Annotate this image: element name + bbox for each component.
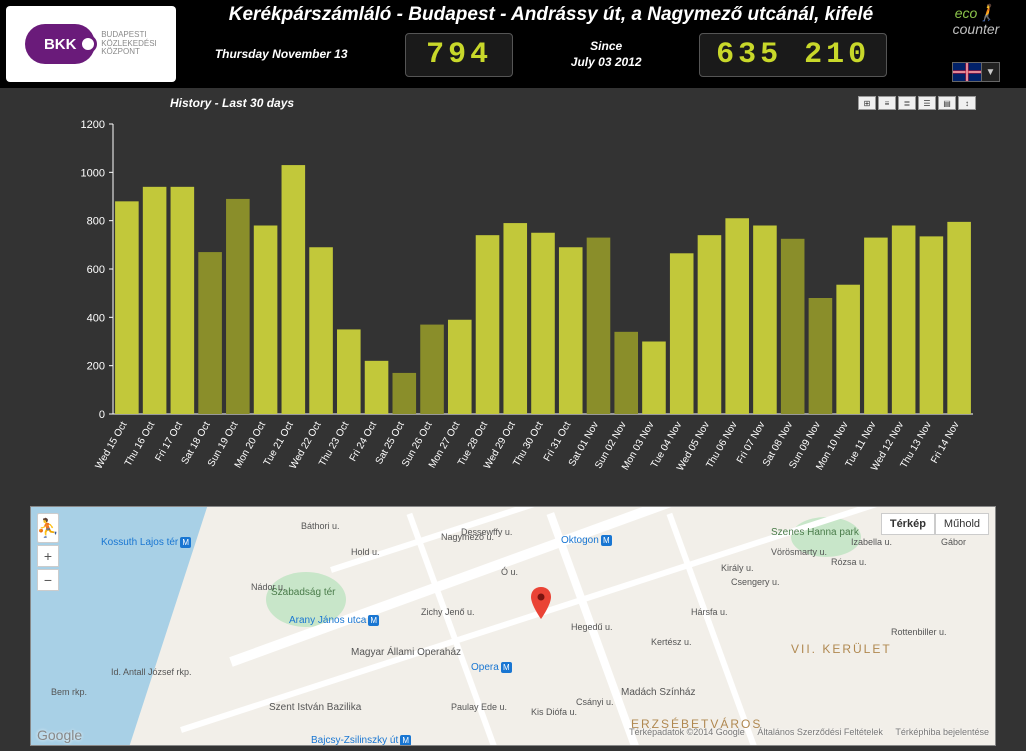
map-place-label: Id. Antall József rkp. [111, 667, 192, 677]
metro-station-label: Arany János utcaM [289, 615, 379, 626]
chart-tool-button[interactable]: ≡ [878, 96, 896, 110]
metro-icon: M [368, 615, 379, 626]
metro-icon: M [501, 662, 512, 673]
map-place-label: Zichy Jenő u. [421, 607, 475, 617]
map-place-label: Hársfa u. [691, 607, 728, 617]
chart-header: History - Last 30 days ⊞≡≣☰▤↕ [40, 96, 986, 114]
header-bar: BKK BUDAPESTI KÖZLEKEDÉSI KÖZPONT Kerékp… [0, 0, 1026, 88]
svg-text:1000: 1000 [81, 167, 105, 179]
since-label: Since July 03 2012 [571, 39, 642, 70]
map-place-label: Szent István Bazilika [269, 702, 361, 713]
svg-text:800: 800 [87, 216, 105, 228]
total-counter: 635 210 [699, 33, 887, 77]
map-attribution: Térképadatok ©2014 Google Általános Szer… [619, 727, 989, 743]
svg-text:Fri 31 Oct: Fri 31 Oct [542, 420, 574, 464]
map-place-label: Madách Színház [621, 687, 696, 698]
svg-text:600: 600 [87, 264, 105, 276]
metro-station-label: OperaM [471, 662, 512, 673]
counters-row: Thursday November 13 794 Since July 03 2… [176, 28, 926, 88]
today-counter: 794 [405, 33, 513, 77]
eco-counter-logo: eco🚶 counter [953, 6, 1000, 36]
svg-text:200: 200 [87, 361, 105, 373]
logo-pill: BKK [25, 24, 95, 64]
svg-text:Fri 14 Nov: Fri 14 Nov [929, 420, 962, 465]
map-place-label: Ó u. [501, 567, 518, 577]
logo-subtext: BUDAPESTI KÖZLEKEDÉSI KÖZPONT [101, 31, 157, 57]
map-place-label: Gábor [941, 537, 966, 547]
header-right: eco🚶 counter ▼ [926, 0, 1026, 88]
svg-text:0: 0 [99, 409, 105, 421]
map-place-label: Kertész u. [651, 637, 692, 647]
language-selector[interactable]: ▼ [952, 62, 1000, 82]
svg-text:1200: 1200 [81, 119, 105, 131]
district-label: VII. KERÜLET [791, 642, 892, 656]
map-type-satellite-button[interactable]: Műhold [935, 513, 989, 535]
metro-icon: M [180, 537, 191, 548]
map-place-label: Nagymező u. [441, 532, 494, 542]
svg-text:Fri 17 Oct: Fri 17 Oct [153, 420, 185, 464]
chart-title: History - Last 30 days [170, 96, 294, 110]
zoom-out-button[interactable]: − [37, 569, 59, 591]
metro-station-label: Kossuth Lajos térM [101, 537, 191, 548]
chart-tool-button[interactable]: ▤ [938, 96, 956, 110]
svg-text:400: 400 [87, 312, 105, 324]
uk-flag-icon [953, 63, 981, 81]
map-place-label: Bem rkp. [51, 687, 87, 697]
map-type-map-button[interactable]: Térkép [881, 513, 935, 535]
chart-svg: 020040060080010001200Wed 15 OctThu 16 Oc… [40, 114, 986, 494]
map-place-label: Izabella u. [851, 537, 892, 547]
map-footer: Google Térképadatok ©2014 Google Általán… [31, 725, 995, 745]
chevron-down-icon: ▼ [981, 63, 999, 81]
pegman-icon[interactable]: ⛹ [37, 513, 59, 543]
page-title: Kerékpárszámláló - Budapest - Andrássy ú… [176, 0, 926, 28]
map[interactable]: Kossuth Lajos térMSzabadság térArany Ján… [30, 506, 996, 746]
chart-tool-button[interactable]: ⊞ [858, 96, 876, 110]
map-place-label: Rottenbiller u. [891, 627, 947, 637]
metro-station-label: OktogonM [561, 535, 612, 546]
chart-tool-button[interactable]: ≣ [898, 96, 916, 110]
map-place-label: Hold u. [351, 547, 380, 557]
map-place-label: Csányi u. [576, 697, 614, 707]
walker-icon: 🚶 [977, 5, 997, 22]
chart-section: History - Last 30 days ⊞≡≣☰▤↕ 0 200 400 600… [0, 88, 1026, 498]
map-place-label: Magyar Állami Operaház [351, 647, 461, 658]
map-place-label: Paulay Ede u. [451, 702, 507, 712]
map-place-label: Nádor u. [251, 582, 286, 592]
map-place-label: Hegedű u. [571, 622, 613, 632]
svg-text:Fri 24 Oct: Fri 24 Oct [348, 420, 380, 464]
map-place-label: Csengery u. [731, 577, 780, 587]
map-place-label: Vörösmarty u. [771, 547, 827, 557]
header-center: Kerékpárszámláló - Budapest - Andrássy ú… [176, 0, 926, 88]
metro-icon: M [601, 535, 612, 546]
map-place-label: Kis Diófa u. [531, 707, 577, 717]
bar-chart: 020040060080010001200Wed 15 OctThu 16 Oc… [40, 114, 986, 494]
map-place-label: Szenes Hanna park [771, 527, 859, 538]
map-place-label: Rózsa u. [831, 557, 867, 567]
map-place-label: Báthori u. [301, 521, 340, 531]
chart-tool-button[interactable]: ☰ [918, 96, 936, 110]
chart-tool-button[interactable]: ↕ [958, 96, 976, 110]
map-place-label: Király u. [721, 563, 754, 573]
map-marker [531, 587, 551, 619]
chart-toolbar: ⊞≡≣☰▤↕ [858, 96, 976, 110]
google-logo: Google [37, 727, 82, 743]
today-label: Thursday November 13 [215, 47, 348, 63]
map-type-control: Térkép Műhold [881, 513, 989, 535]
zoom-in-button[interactable]: + [37, 545, 59, 567]
org-logo: BKK BUDAPESTI KÖZLEKEDÉSI KÖZPONT [6, 6, 176, 82]
map-controls: ⛹ + − [37, 513, 59, 591]
